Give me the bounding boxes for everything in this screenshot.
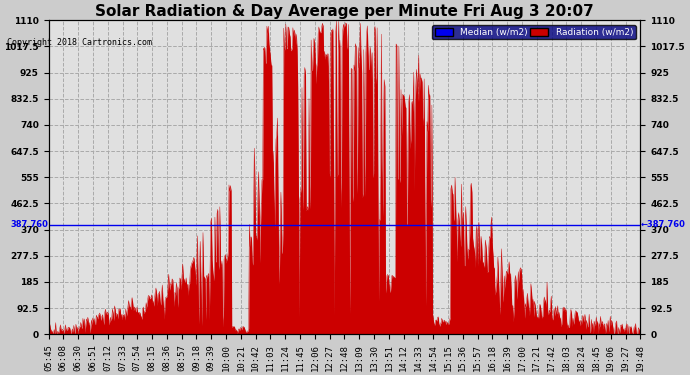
Text: Copyright 2018 Cartronics.com: Copyright 2018 Cartronics.com xyxy=(7,38,152,47)
Title: Solar Radiation & Day Average per Minute Fri Aug 3 20:07: Solar Radiation & Day Average per Minute… xyxy=(95,4,594,19)
Text: ←387.760: ←387.760 xyxy=(641,220,686,229)
Text: 387.760: 387.760 xyxy=(10,220,48,229)
Legend: Median (w/m2), Radiation (w/m2): Median (w/m2), Radiation (w/m2) xyxy=(432,25,636,39)
